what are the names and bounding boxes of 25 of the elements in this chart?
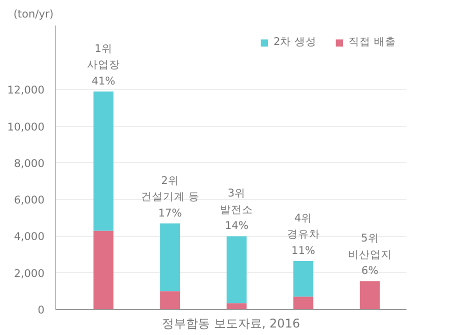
bar <box>93 230 114 310</box>
annotation: 2위 건설기계 등 17% <box>140 174 200 220</box>
bar <box>226 303 247 310</box>
bar <box>160 291 180 310</box>
bar <box>293 260 314 297</box>
y-tick-label: 0 <box>38 304 45 316</box>
legend-label: 직접 배출 <box>348 35 396 49</box>
text: 정부합동 보도자료, 2016 <box>162 316 300 330</box>
bar <box>93 91 114 231</box>
bar <box>226 236 247 304</box>
y-tick-label: 8,000 <box>14 156 45 170</box>
legend-label: 2차 생성 <box>273 35 317 49</box>
bar <box>293 296 314 310</box>
y-tick-label: 12,000 <box>7 84 45 97</box>
annotation: 4위 경유차 11% <box>286 211 320 257</box>
y-tick-label: 2,000 <box>14 266 45 280</box>
annotation: 5위 비산업지 6% <box>348 232 392 278</box>
bar <box>360 281 380 310</box>
y-tick-label: 6,000 <box>14 194 45 207</box>
annotation: 1위 사업장 41% <box>86 42 120 88</box>
y-axis-title: (ton/yr) <box>14 8 54 20</box>
y-tick-label: 10,000 <box>7 120 45 134</box>
y-tick-label: 4,000 <box>14 230 45 244</box>
annotation: 3위 발전소 14% <box>220 186 254 232</box>
bar <box>160 223 180 292</box>
